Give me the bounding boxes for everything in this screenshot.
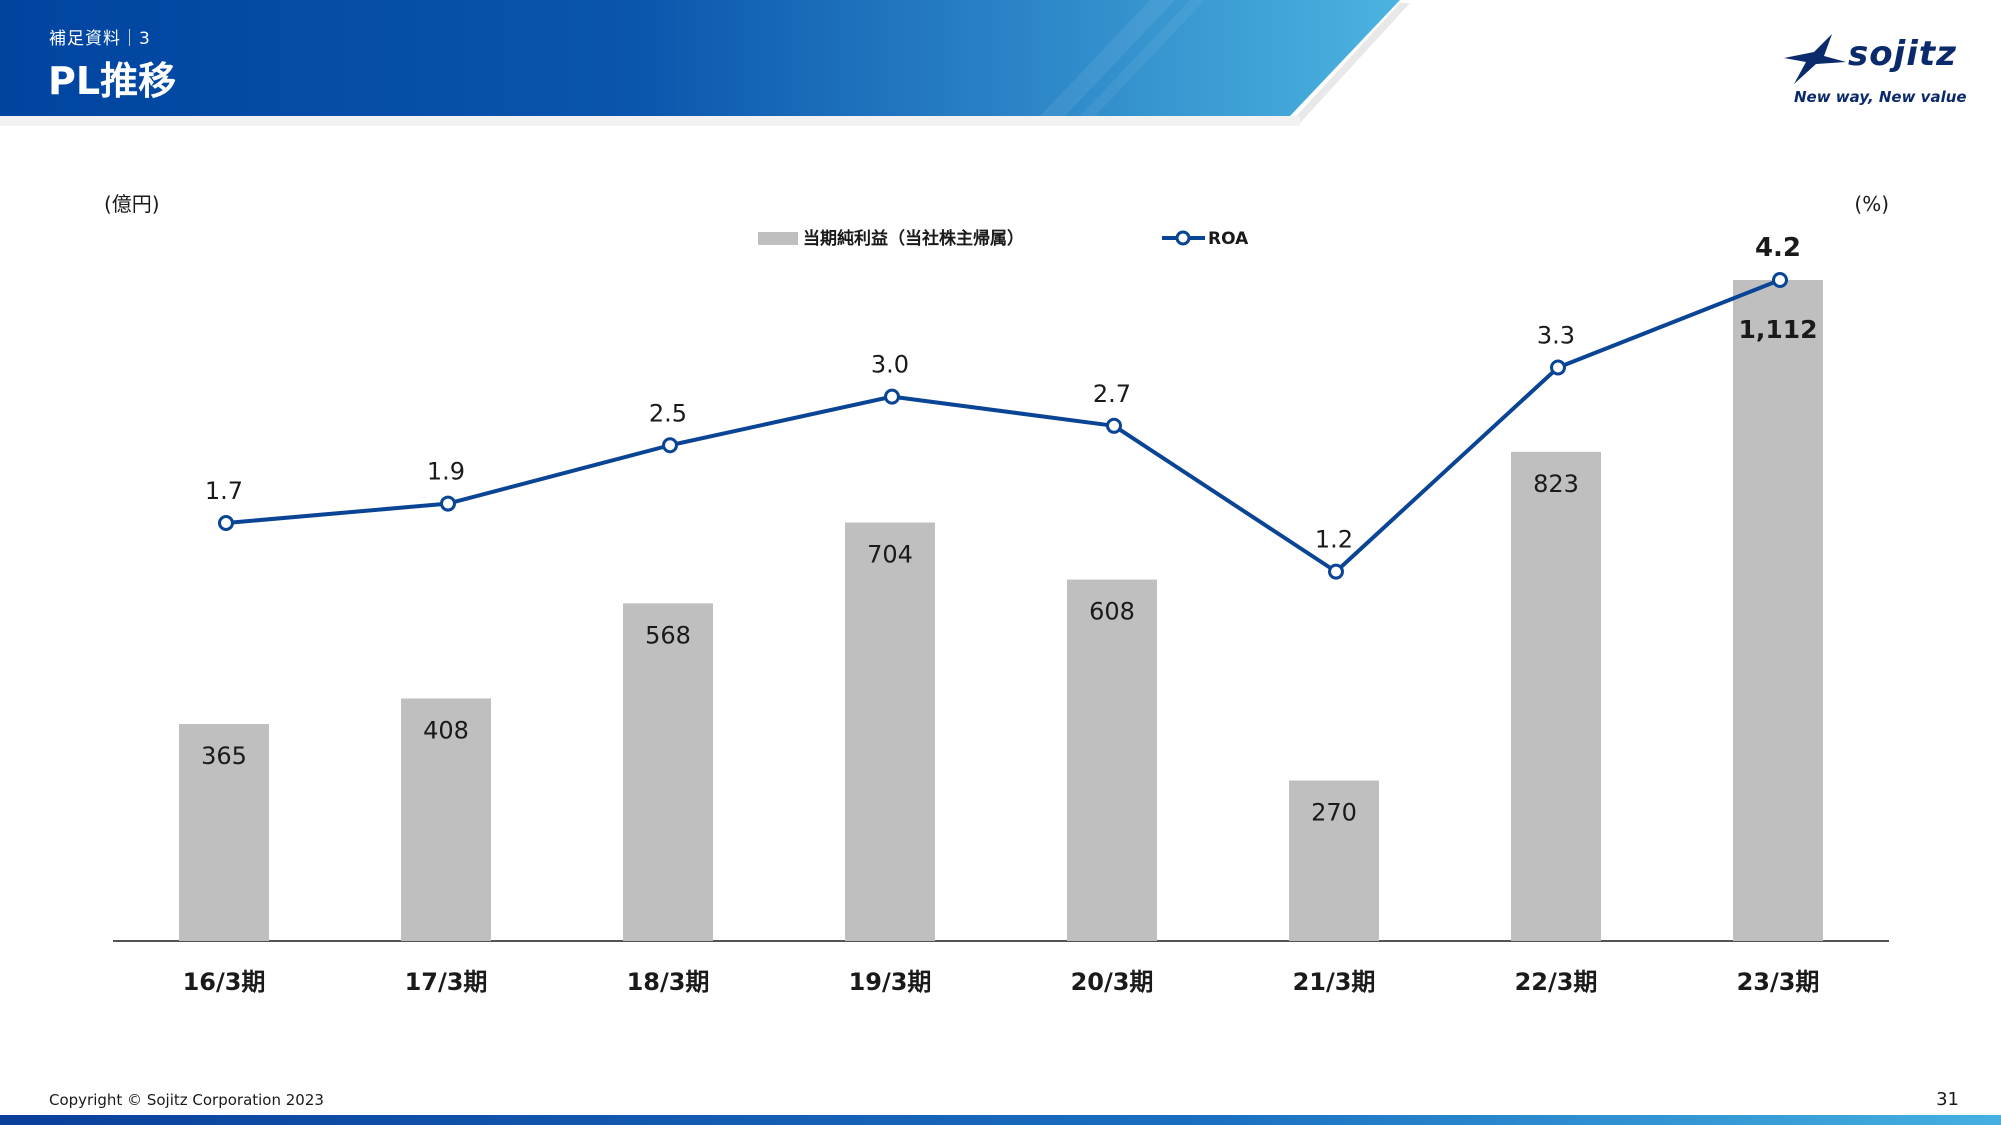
legend-bar-label: 当期純利益（当社株主帰属） (803, 228, 1024, 249)
header-banner: 補足資料｜3 PL推移 (0, 0, 2001, 130)
section-label: 補足資料｜3 (49, 29, 151, 49)
category-label: 22/3期 (1515, 968, 1598, 996)
logo-tagline: New way, New value (1794, 88, 1967, 106)
bar-4 (1067, 579, 1157, 941)
roa-line (225, 278, 1781, 574)
category-label: 17/3期 (405, 968, 488, 996)
roa-point-4 (1106, 417, 1122, 434)
roa-value-label: 3.3 (1537, 321, 1575, 349)
bar-value-label: 270 (1311, 799, 1357, 827)
roa-point-3 (884, 388, 900, 405)
roa-point-1 (440, 495, 456, 512)
copyright-text: Copyright © Sojitz Corporation 2023 (49, 1091, 324, 1109)
roa-value-label: 4.2 (1755, 233, 1801, 263)
roa-point-6 (1550, 359, 1566, 376)
bar-value-label: 608 (1089, 598, 1135, 626)
sojitz-logo: sojitz New way, New value (1780, 28, 1967, 108)
bar-0 (179, 724, 269, 941)
category-label: 20/3期 (1071, 968, 1154, 996)
legend-bar-swatch (758, 232, 798, 245)
legend-line-label: ROA (1208, 229, 1249, 249)
bar-value-label: 1,112 (1738, 315, 1817, 344)
roa-point-5 (1328, 563, 1344, 580)
category-label: 16/3期 (183, 968, 266, 996)
roa-point-2 (662, 437, 678, 454)
bar-3 (845, 522, 935, 941)
legend: 当期純利益（当社株主帰属） ROA (758, 228, 1249, 249)
bar-value-label: 365 (201, 742, 247, 770)
page-number: 31 (1936, 1089, 1959, 1110)
category-label: 21/3期 (1293, 968, 1376, 996)
roa-value-label: 2.7 (1093, 380, 1131, 408)
category-label: 23/3期 (1737, 968, 1820, 996)
bar-value-label: 568 (645, 621, 691, 649)
bar-value-label: 408 (423, 716, 469, 744)
roa-point-0 (218, 515, 234, 532)
legend-line-marker (1175, 230, 1191, 246)
bar-value-label: 823 (1533, 470, 1579, 498)
bar-2 (623, 603, 713, 941)
left-axis-unit: (億円) (104, 192, 160, 216)
roa-value-label: 1.9 (427, 458, 465, 486)
roa-value-label: 1.7 (205, 477, 243, 505)
category-label: 18/3期 (627, 968, 710, 996)
bar-7 (1733, 280, 1823, 941)
roa-value-label: 1.2 (1315, 526, 1353, 554)
roa-value-label: 3.0 (871, 351, 909, 379)
right-axis-unit: (%) (1854, 192, 1889, 216)
logo-wordmark: sojitz (1848, 34, 1957, 74)
roa-value-label: 2.5 (649, 399, 687, 427)
bar-value-label: 704 (867, 541, 913, 569)
bar-1 (401, 698, 491, 941)
header-background (0, 0, 1410, 126)
footer-bar (0, 1115, 2001, 1125)
bar-6 (1511, 451, 1601, 941)
bar-5 (1289, 780, 1379, 941)
page-title: PL推移 (48, 59, 177, 103)
roa-point-7 (1772, 272, 1788, 288)
sojitz-star-icon (1784, 34, 1846, 84)
category-label: 19/3期 (849, 968, 932, 996)
